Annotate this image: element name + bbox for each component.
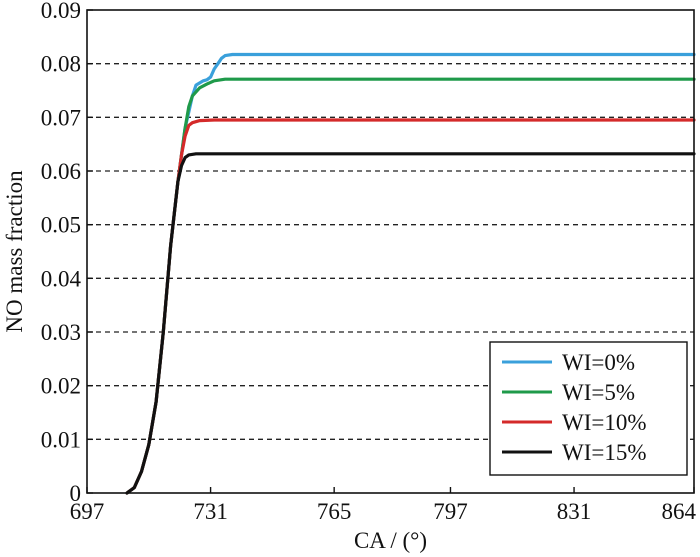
legend-label: WI=15% [562, 440, 647, 465]
y-tick-label: 0.02 [41, 374, 81, 399]
plot-area-border [86, 9, 695, 494]
legend-box [489, 341, 688, 476]
x-tick-label: 765 [317, 499, 352, 524]
legend-label: WI=0% [562, 350, 635, 375]
legend-label: WI=10% [562, 410, 647, 435]
x-tick-label: 797 [433, 499, 468, 524]
y-tick-label: 0.03 [41, 320, 81, 345]
x-tick-label: 831 [557, 499, 592, 524]
y-tick-label: 0.07 [41, 105, 81, 130]
y-tick-label: 0.09 [41, 0, 81, 23]
series-lines [125, 52, 696, 495]
x-tick-label: 697 [70, 499, 105, 524]
x-tick-label: 731 [193, 499, 228, 524]
y-tick-label: 0.06 [41, 159, 81, 184]
y-tick-label: 0.08 [41, 52, 81, 77]
x-axis-label: CA / (°) [354, 528, 427, 553]
y-tick-labels: 0 0.01 0.02 0.03 0.04 0.05 0.06 0.07 0.08 0.09 [41, 0, 82, 506]
axis-ticks [86, 9, 695, 494]
y-tick-label: 0 [70, 481, 82, 506]
legend-label: WI=5% [562, 380, 635, 405]
x-tick-label: 864 [662, 499, 697, 524]
y-axis-label: NO mass fraction [2, 170, 27, 333]
series-line-3 [125, 152, 696, 495]
y-tick-label: 0.01 [41, 427, 81, 452]
y-tick-label: 0.04 [41, 266, 82, 291]
x-tick-labels: 697 731 765 797 831 864 [70, 499, 697, 524]
y-tick-label: 0.05 [41, 213, 81, 238]
legend: WI=0% WI=5% WI=10% WI=15% [489, 341, 688, 476]
